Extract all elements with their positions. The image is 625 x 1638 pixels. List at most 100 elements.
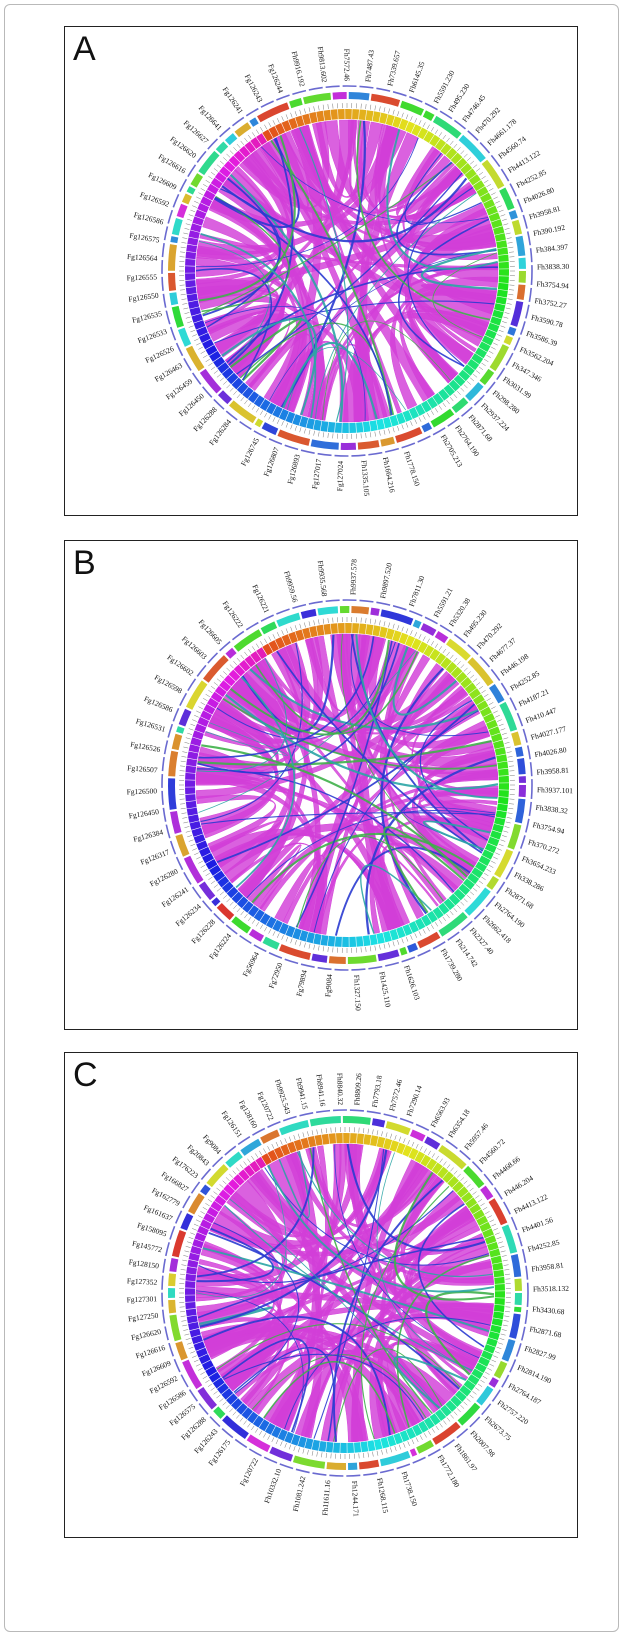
- outer-ring-segment: [467, 657, 494, 687]
- gene-label: Fg126243: [243, 73, 265, 104]
- inner-ring-segment: [434, 652, 447, 665]
- gene-tick: [188, 728, 194, 731]
- gene-label: Fh1244.171: [350, 1481, 361, 1518]
- outer-ring-segment: [488, 1198, 508, 1226]
- gene-tick: [457, 390, 461, 395]
- gene-tick: [494, 1351, 500, 1354]
- gene-tick: [481, 876, 486, 880]
- inner-ring-segment: [185, 787, 196, 795]
- outer-ring-segment: [249, 117, 259, 127]
- gene-tick: [491, 860, 496, 864]
- inner-ring-segment: [330, 623, 338, 634]
- outer-ring-segment: [198, 881, 216, 901]
- gene-tick: [463, 1401, 468, 1406]
- inner-ring-segment: [465, 1197, 478, 1209]
- outer-ring-segment: [400, 100, 425, 116]
- synteny-ribbon: [208, 313, 369, 422]
- gene-tick: [367, 1128, 369, 1134]
- gene-tick: [481, 176, 486, 180]
- synteny-link: [221, 177, 468, 243]
- gene-tick: [264, 638, 268, 644]
- gene-tick: [405, 628, 409, 634]
- inner-ring-segment: [356, 422, 364, 433]
- gene-tick: [207, 1383, 213, 1387]
- gene-tick: [236, 394, 241, 399]
- inner-ring-segment: [498, 254, 509, 262]
- gene-tick: [226, 153, 231, 158]
- inner-ring-segment: [478, 1356, 490, 1367]
- gene-tick: [216, 1187, 221, 1192]
- gene-tick: [284, 1442, 287, 1448]
- gene-tick: [503, 830, 509, 833]
- inner-ring-segment: [472, 180, 485, 192]
- gene-tick: [308, 429, 311, 435]
- gene-tick: [438, 132, 442, 137]
- inner-ring-segment: [399, 1430, 410, 1442]
- gene-tick: [208, 362, 213, 366]
- outer-ring-segment: [518, 257, 526, 269]
- inner-ring-segment: [494, 233, 506, 242]
- gene-label: Fh1335.105: [359, 460, 371, 497]
- synteny-ribbon: [246, 1172, 442, 1414]
- gene-label: Fg126555: [127, 272, 158, 282]
- inner-ring-segment: [250, 651, 262, 664]
- gene-tick: [182, 817, 188, 819]
- gene-tick: [223, 157, 228, 161]
- gene-label: Fh1081.242: [291, 1475, 308, 1512]
- synteny-link: [214, 300, 495, 344]
- gene-tick: [322, 432, 325, 438]
- gene-tick: [442, 648, 446, 654]
- gene-label: Fg126317: [139, 847, 171, 866]
- gene-tick: [182, 303, 188, 305]
- inner-ring-segment: [418, 1420, 429, 1433]
- outer-ring-segment: [488, 1377, 499, 1388]
- inner-ring-segment: [188, 300, 200, 309]
- outer-ring-segment: [171, 218, 183, 236]
- inner-ring-segment: [278, 408, 289, 421]
- gene-label: Fh4026.80: [534, 745, 568, 759]
- gene-tick: [313, 620, 315, 626]
- outer-ring-segment: [510, 300, 524, 327]
- gene-label: Fg126575: [129, 231, 161, 245]
- gene-tick: [202, 1207, 208, 1211]
- gene-tick: [299, 109, 302, 115]
- inner-ring-segment: [226, 372, 239, 385]
- outer-ring-segment: [370, 607, 380, 616]
- inner-ring-segment: [185, 286, 197, 295]
- gene-tick: [411, 1439, 415, 1445]
- inner-ring-segment: [393, 1432, 403, 1445]
- gene-tick: [264, 926, 268, 932]
- gene-tick: [185, 830, 191, 833]
- gene-tick: [419, 1146, 423, 1151]
- gene-label: Fh8809.26: [352, 1073, 363, 1106]
- outer-ring-segment: [182, 1359, 203, 1390]
- outer-ring-segment: [310, 439, 339, 450]
- synteny-link: [260, 146, 489, 224]
- inner-ring-segment: [429, 648, 441, 661]
- inner-ring-segment: [476, 700, 489, 711]
- inner-ring-segment: [493, 1269, 505, 1278]
- inner-ring-segment: [396, 1142, 406, 1155]
- gene-tick: [472, 1391, 477, 1395]
- synteny-link: [195, 1164, 287, 1298]
- outer-ring-segment: [254, 418, 264, 428]
- outer-ring-segment: [407, 942, 419, 953]
- synteny-link: [270, 139, 395, 415]
- outer-ring-segment: [169, 292, 179, 306]
- inner-ring-segment: [471, 867, 484, 879]
- gene-tick: [187, 1241, 192, 1244]
- gene-tick: [313, 106, 315, 112]
- inner-ring-segment: [213, 870, 226, 882]
- inner-ring-segment: [223, 674, 236, 687]
- gene-tick: [190, 843, 196, 847]
- inner-ring-segment: [306, 418, 315, 430]
- gene-label: Fg127352: [127, 1276, 158, 1287]
- gene-label: Fh3838.30: [537, 262, 570, 272]
- gene-tick: [439, 1158, 443, 1163]
- gene-tick: [280, 1441, 283, 1446]
- gene-tick: [302, 1448, 305, 1454]
- gene-tick: [397, 939, 400, 945]
- inner-ring-segment: [487, 322, 500, 333]
- gene-tick: [390, 1133, 392, 1139]
- gene-tick: [446, 651, 450, 657]
